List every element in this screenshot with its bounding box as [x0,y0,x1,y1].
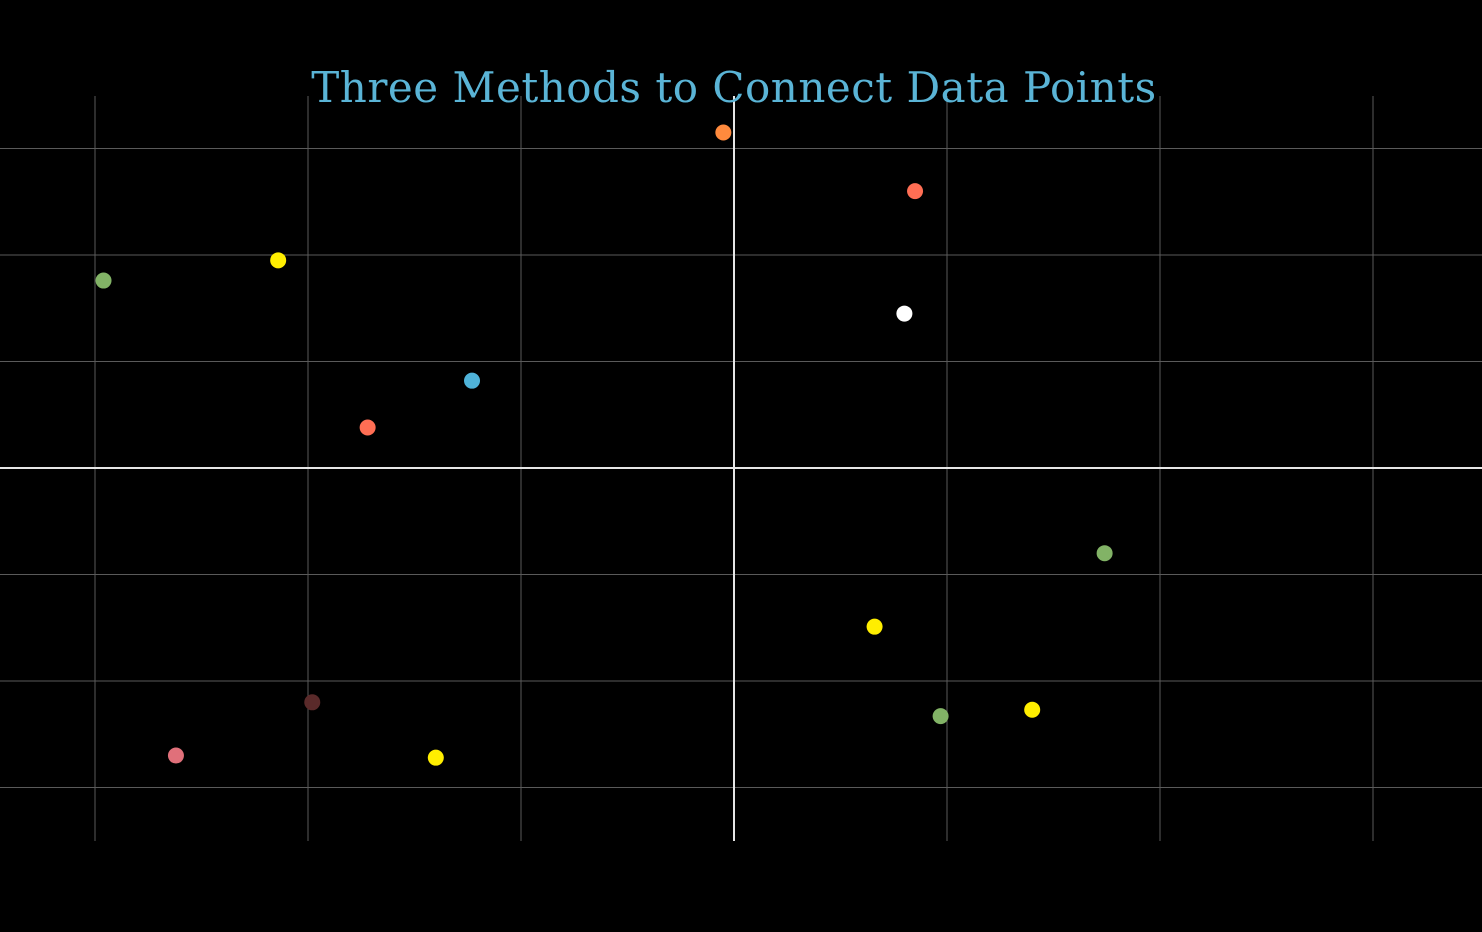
data-point-1 [95,272,112,289]
points-layer [95,124,1113,766]
data-point-14 [427,749,444,766]
data-point-7 [896,305,913,322]
data-point-9 [866,618,883,635]
data-point-3 [359,419,376,436]
data-point-5 [715,124,732,141]
chart-title: Three Methods to Connect Data Points [311,63,1156,112]
data-point-6 [907,183,924,200]
data-point-2 [270,252,287,269]
data-point-8 [1096,545,1113,562]
data-point-11 [1024,701,1041,718]
axis-layer [0,96,1482,841]
data-point-12 [167,747,184,764]
data-point-4 [464,372,481,389]
data-point-10 [932,708,949,725]
data-point-13 [304,694,321,711]
